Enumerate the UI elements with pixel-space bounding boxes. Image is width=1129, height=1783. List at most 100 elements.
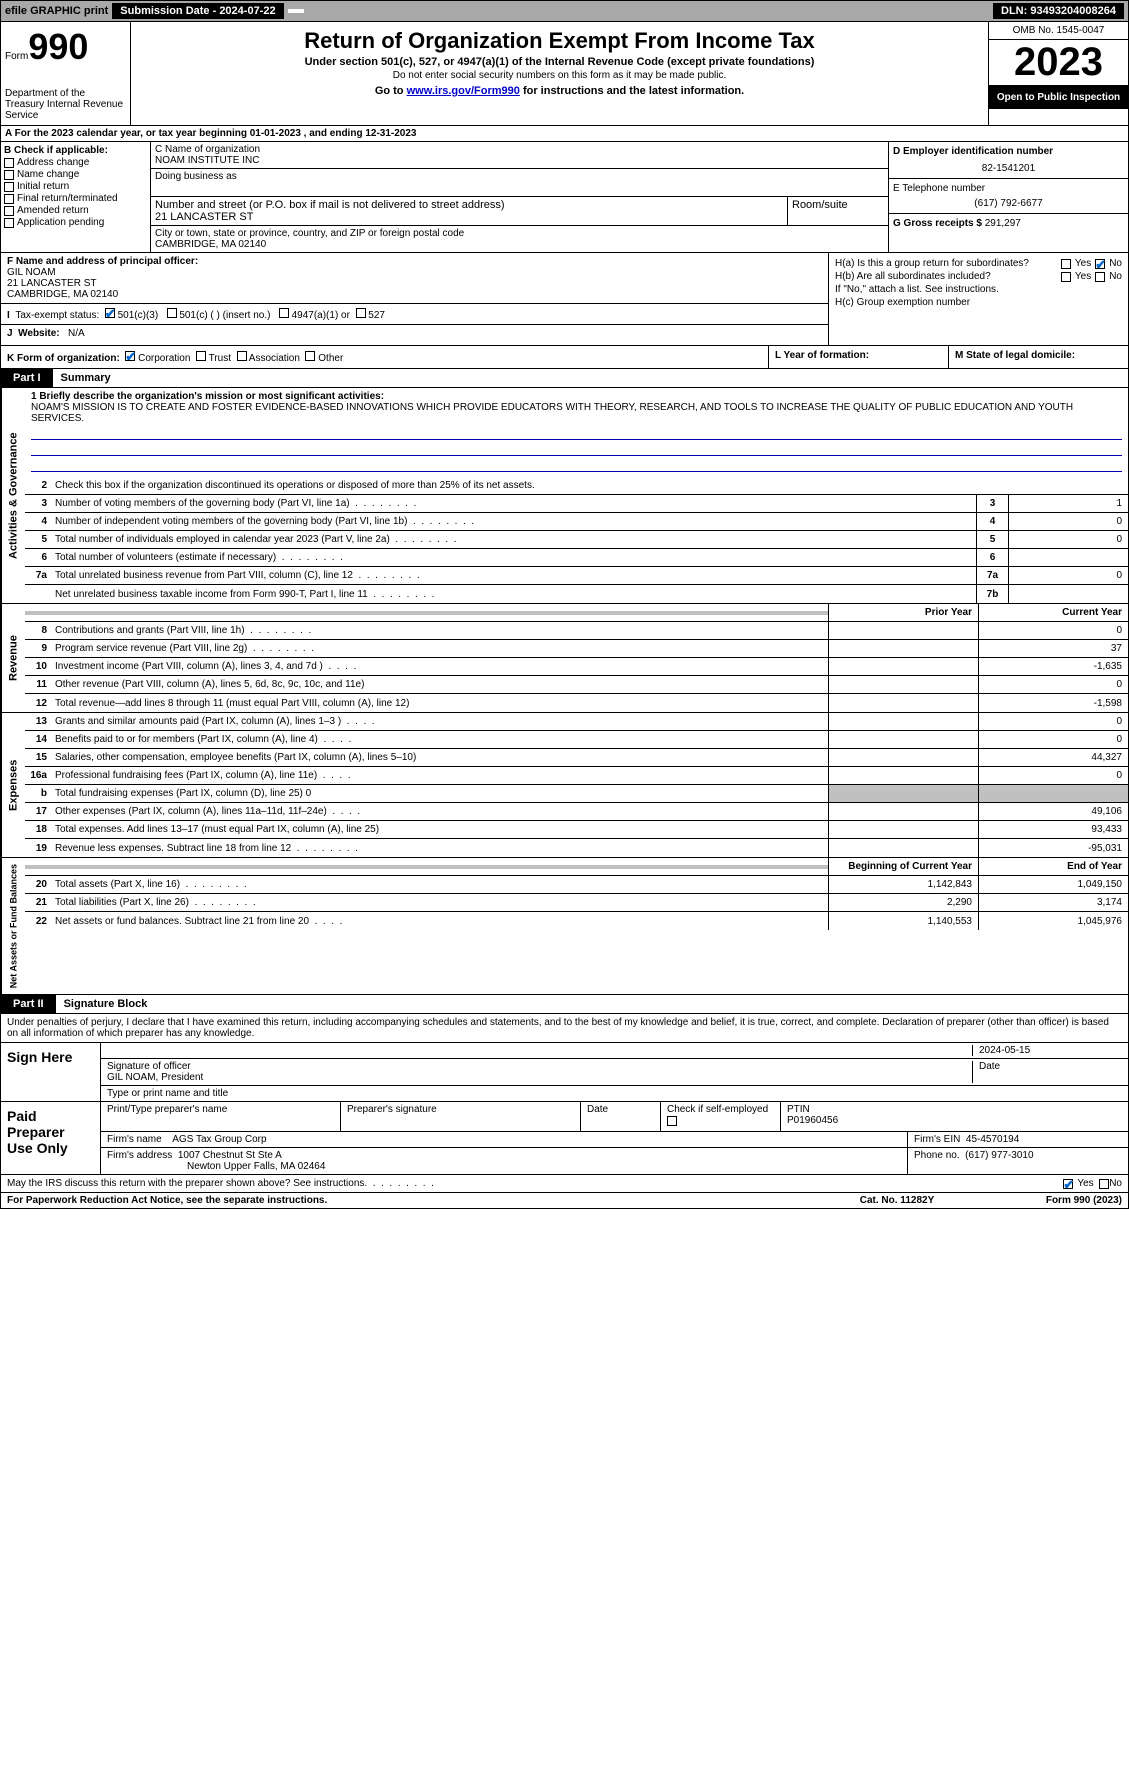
part1-header: Part I Summary	[0, 369, 1129, 388]
chk-assoc[interactable]	[237, 351, 247, 361]
side-revenue: Revenue	[1, 604, 25, 712]
mission-line-2	[31, 442, 1122, 456]
sign-here-label: Sign Here	[1, 1043, 101, 1101]
m-label: M State of legal domicile:	[955, 350, 1075, 361]
form-header: Form990 Department of the Treasury Inter…	[0, 22, 1129, 126]
room-label: Room/suite	[792, 199, 848, 211]
chk-discuss-yes[interactable]: ✔	[1063, 1179, 1073, 1189]
chk-self-employed[interactable]	[667, 1116, 677, 1126]
opt-corp: Corporation	[138, 353, 190, 364]
line-12: Total revenue—add lines 8 through 11 (mu…	[51, 696, 828, 711]
chk-501c[interactable]	[167, 308, 177, 318]
col-b: B Check if applicable: Address change Na…	[1, 142, 151, 252]
header-right: OMB No. 1545-0047 2023 Open to Public In…	[988, 22, 1128, 125]
mission-prompt: 1 Briefly describe the organization's mi…	[31, 391, 384, 402]
side-netassets: Net Assets or Fund Balances	[1, 858, 25, 994]
discuss-yes: Yes	[1077, 1178, 1093, 1189]
form-label: Form	[5, 51, 28, 62]
chk-hb-yes[interactable]	[1061, 272, 1071, 282]
opt-4947: 4947(a)(1) or	[292, 310, 350, 321]
chk-address-change[interactable]	[4, 158, 14, 168]
l17c: 49,106	[978, 803, 1128, 820]
l20e: 1,049,150	[978, 876, 1128, 893]
line-9: Program service revenue (Part VIII, line…	[51, 641, 828, 656]
section-expenses: Expenses 13Grants and similar amounts pa…	[0, 713, 1129, 858]
discuss-no: No	[1109, 1178, 1122, 1189]
chk-527[interactable]	[356, 308, 366, 318]
line-14: Benefits paid to or for members (Part IX…	[51, 732, 828, 747]
line-7a: Total unrelated business revenue from Pa…	[51, 568, 976, 583]
sig-officer-name: GIL NOAM, President	[107, 1072, 972, 1083]
l20b: 1,142,843	[828, 876, 978, 893]
footer-mid: Cat. No. 11282Y	[822, 1195, 972, 1206]
gross-value: 291,297	[985, 218, 1021, 229]
opt-other: Other	[318, 353, 343, 364]
lbl-no: No	[1109, 258, 1122, 269]
chk-ha-no[interactable]: ✔	[1095, 259, 1105, 269]
k-right: M State of legal domicile:	[948, 346, 1128, 368]
link-post: for instructions and the latest informat…	[520, 85, 744, 97]
chk-4947[interactable]	[279, 308, 289, 318]
form990-link[interactable]: www.irs.gov/Form990	[407, 85, 520, 97]
firm-name-label: Firm's name	[107, 1134, 162, 1145]
l-label: L Year of formation:	[775, 350, 869, 361]
line-21: Total liabilities (Part X, line 26)	[51, 895, 828, 910]
chk-amended[interactable]	[4, 206, 14, 216]
col-begin: Beginning of Current Year	[828, 858, 978, 875]
phone-value: (617) 792-6677	[893, 198, 1124, 209]
l7a-val: 0	[1008, 567, 1128, 584]
chk-discuss-no[interactable]	[1099, 1179, 1109, 1189]
lbl-yes: Yes	[1075, 258, 1091, 269]
dba-label: Doing business as	[155, 171, 884, 182]
chk-trust[interactable]	[196, 351, 206, 361]
side-governance: Activities & Governance	[1, 388, 25, 603]
phone-label: E Telephone number	[893, 183, 1124, 194]
chk-501c3[interactable]: ✔	[105, 308, 115, 318]
gross-label: G Gross receipts $	[893, 218, 982, 229]
l15c: 44,327	[978, 749, 1128, 766]
officer-name: GIL NOAM	[7, 267, 822, 278]
dept-label: Department of the Treasury Internal Reve…	[5, 88, 126, 121]
l4-val: 0	[1008, 513, 1128, 530]
firm-addr2: Newton Upper Falls, MA 02464	[187, 1161, 325, 1172]
chk-corp[interactable]: ✔	[125, 351, 135, 361]
prep-sig-label: Preparer's signature	[341, 1102, 581, 1131]
officer-street: 21 LANCASTER ST	[7, 278, 822, 289]
form-title: Return of Organization Exempt From Incom…	[137, 28, 982, 54]
chk-app-pending[interactable]	[4, 218, 14, 228]
l7b-val	[1008, 585, 1128, 603]
side-expenses: Expenses	[1, 713, 25, 857]
prep-date-label: Date	[581, 1102, 661, 1131]
city-value: CAMBRIDGE, MA 02140	[155, 239, 884, 250]
lbl-address-change: Address change	[17, 157, 89, 168]
form-number: 990	[28, 26, 88, 67]
chk-name-change[interactable]	[4, 170, 14, 180]
chk-hb-no[interactable]	[1095, 272, 1105, 282]
lbl-final-return: Final return/terminated	[17, 193, 118, 204]
k-label: K Form of organization:	[7, 353, 120, 364]
l9c: 37	[978, 640, 1128, 657]
l19c: -95,031	[978, 839, 1128, 857]
sign-here-body: 2024-05-15 Signature of officer GIL NOAM…	[101, 1043, 1128, 1101]
line-7b: Net unrelated business taxable income fr…	[51, 587, 976, 602]
section-governance: Activities & Governance 1 Briefly descri…	[0, 388, 1129, 604]
info-grid: B Check if applicable: Address change Na…	[0, 142, 1129, 253]
lbl-yes2: Yes	[1075, 271, 1091, 282]
chk-final-return[interactable]	[4, 194, 14, 204]
chk-ha-yes[interactable]	[1061, 259, 1071, 269]
section-netassets: Net Assets or Fund Balances Beginning of…	[0, 858, 1129, 995]
sig-date: 2024-05-15	[972, 1045, 1122, 1056]
k-mid: L Year of formation:	[768, 346, 948, 368]
mission-block: 1 Briefly describe the organization's mi…	[25, 388, 1128, 477]
tax-year: 2023	[989, 40, 1128, 86]
chk-other[interactable]	[305, 351, 315, 361]
dln: DLN: 93493204008264	[993, 3, 1124, 19]
col-prior: Prior Year	[828, 604, 978, 621]
hb-note: If "No," attach a list. See instructions…	[835, 284, 999, 295]
firm-phone-label: Phone no.	[914, 1150, 960, 1161]
omb-number: OMB No. 1545-0047	[989, 22, 1128, 40]
ha-label: H(a) Is this a group return for subordin…	[835, 258, 1057, 269]
ein-label: D Employer identification number	[893, 146, 1124, 157]
chk-initial-return[interactable]	[4, 182, 14, 192]
tax-exempt-label: Tax-exempt status:	[15, 310, 99, 321]
